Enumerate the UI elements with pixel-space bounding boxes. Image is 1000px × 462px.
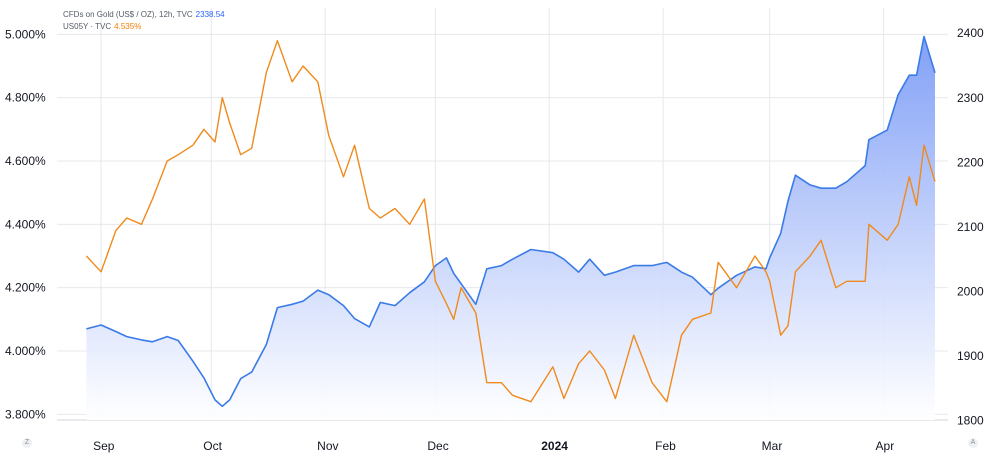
left-tick-label: 4.200%: [5, 281, 46, 295]
x-tick-label: Dec: [427, 439, 448, 453]
gold-area-layer: [86, 36, 935, 420]
left-tick-label: 4.400%: [5, 217, 46, 231]
timezone-icon[interactable]: Z: [22, 438, 32, 448]
line-layer: [85, 35, 936, 408]
legend-gold[interactable]: CFDs on Gold (US$ / OZ), 12h, TVC 2338.54: [63, 10, 225, 19]
legend-us05y[interactable]: US05Y · TVC 4.535%: [63, 22, 141, 31]
left-tick-label: 5.000%: [5, 27, 46, 41]
left-axis: 5.000% 4.800% 4.600% 4.400% 4.200% 4.000% 3.80…: [5, 27, 46, 421]
us05y-series-line: [85, 40, 936, 403]
right-tick-label: 2300: [957, 91, 984, 105]
x-tick-label: Apr: [876, 439, 895, 453]
right-axis: 2400 2300 2200 2100 2000 1900 1800: [957, 26, 984, 427]
legend-us05y-value: 4.535%: [114, 22, 142, 31]
legend-gold-label: CFDs on Gold (US$ / OZ), 12h, TVC: [63, 10, 193, 19]
x-tick-label: Oct: [203, 439, 222, 453]
x-tick-label: Mar: [762, 439, 783, 453]
right-tick-label: 1900: [957, 349, 984, 363]
legend-us05y-label: US05Y · TVC: [63, 22, 112, 31]
legend-gold-value: 2338.54: [195, 10, 225, 19]
left-tick-label: 3.800%: [5, 407, 46, 421]
x-axis: Sep Oct Nov Dec 2024 Feb Mar Apr: [93, 439, 894, 453]
right-tick-label: 2200: [957, 155, 984, 169]
x-tick-label: Sep: [93, 439, 115, 453]
right-tick-label: 2100: [957, 220, 984, 234]
left-tick-label: 4.600%: [5, 154, 46, 168]
auto-scale-icon[interactable]: A: [968, 438, 978, 448]
left-tick-label: 4.000%: [5, 344, 46, 358]
x-tick-label: Nov: [317, 439, 338, 453]
gold-series-line: [86, 35, 936, 408]
x-tick-label: Feb: [655, 439, 676, 453]
gold-area-fill: [86, 36, 935, 420]
right-tick-label: 2400: [957, 26, 984, 40]
x-tick-label: 2024: [541, 439, 568, 453]
right-tick-label: 1800: [957, 414, 984, 428]
right-tick-label: 2000: [957, 284, 984, 298]
left-tick-label: 4.800%: [5, 91, 46, 105]
